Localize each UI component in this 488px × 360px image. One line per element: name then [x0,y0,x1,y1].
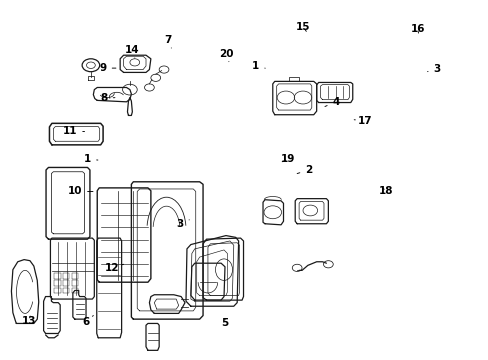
Text: 8: 8 [100,93,115,103]
Text: 17: 17 [353,116,372,126]
Text: 2: 2 [297,165,312,175]
Text: 16: 16 [409,24,424,34]
Text: 1: 1 [84,154,98,164]
Text: 14: 14 [125,45,140,58]
Text: 4: 4 [325,97,339,107]
Text: 13: 13 [21,316,36,325]
Text: 3: 3 [427,64,440,74]
Text: 15: 15 [295,22,309,32]
Text: 7: 7 [163,35,171,48]
Text: 6: 6 [82,316,93,327]
Text: 11: 11 [62,126,84,135]
Text: 12: 12 [104,263,123,273]
Text: 1: 1 [252,61,264,71]
Text: 19: 19 [281,154,295,164]
Text: 20: 20 [218,49,233,62]
Text: 10: 10 [67,186,93,197]
Text: 3: 3 [176,219,189,229]
Text: 5: 5 [221,318,228,328]
Text: 18: 18 [378,186,392,197]
Text: 9: 9 [100,63,116,73]
